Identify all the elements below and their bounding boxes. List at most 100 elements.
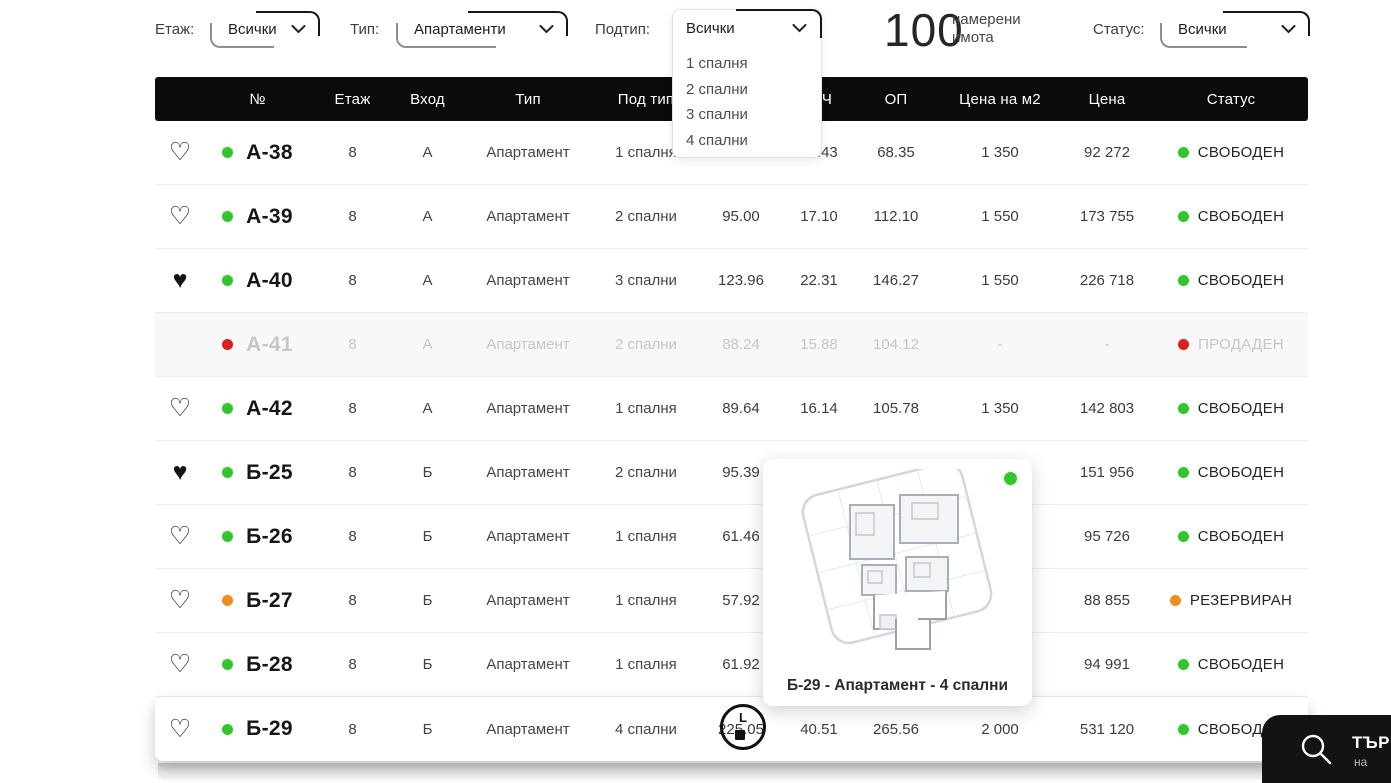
table-row[interactable]: ♥ А-40 8 А Апартамент 3 спални 123.96 22… bbox=[155, 249, 1308, 313]
floorplan-image bbox=[801, 469, 992, 650]
subtype-option[interactable]: 3 спални bbox=[686, 106, 748, 123]
status-filter-label: Статус: bbox=[1093, 21, 1145, 38]
type-filter-label: Тип: bbox=[350, 21, 380, 38]
table-row[interactable]: ♡ Б-28 8 Б Апартамент 1 спалня 61.92 94 … bbox=[155, 633, 1308, 697]
apartment-number: А-42 bbox=[246, 396, 293, 420]
status-dot bbox=[222, 403, 234, 414]
left-click-label: L bbox=[739, 710, 747, 725]
cell-floor: 8 bbox=[348, 144, 357, 161]
chevron-down-icon bbox=[1281, 25, 1296, 34]
table-body: ♡ А-38 8 А Апартамент 1 спалня 52.92 15.… bbox=[155, 121, 1308, 761]
apartment-number: Б-29 bbox=[246, 717, 293, 740]
cell-price-m2: 1 350 bbox=[981, 400, 1019, 417]
subtype-dropdown-open: Всички 1 спалня 2 спални 3 спални 4 спални bbox=[672, 9, 822, 158]
cell-type: Апартамент bbox=[486, 336, 570, 353]
status-badge: СВОБОДЕН bbox=[1197, 528, 1285, 545]
favorite-heart-icon[interactable]: ♡ bbox=[168, 586, 192, 614]
floor-filter-select[interactable]: Всички bbox=[210, 11, 320, 48]
cell-entrance: А bbox=[422, 208, 433, 225]
favorite-heart-icon[interactable]: ♡ bbox=[168, 202, 192, 230]
status-badge: СВОБОДЕН bbox=[1197, 464, 1285, 481]
chevron-down-icon bbox=[792, 24, 807, 33]
cell-entrance: А bbox=[422, 144, 433, 161]
floor-filter-label: Етаж: bbox=[155, 21, 195, 38]
search-sublabel: на bbox=[1354, 755, 1368, 769]
apartment-number: Б-28 bbox=[246, 652, 293, 676]
cell-zp: 123.96 bbox=[718, 272, 764, 289]
cell-och: 22.31 bbox=[800, 272, 838, 289]
favorite-heart-icon[interactable]: ♡ bbox=[168, 394, 192, 422]
status-badge: СВОБОДЕН bbox=[1197, 144, 1285, 161]
cell-type: Апартамент bbox=[486, 400, 570, 417]
header-price-m2: Цена на м2 bbox=[959, 90, 1041, 108]
subtype-option[interactable]: 4 спални bbox=[686, 131, 748, 149]
floor-filter-value: Всички bbox=[228, 21, 277, 38]
cell-entrance: Б bbox=[422, 464, 433, 481]
cell-och: 40.51 bbox=[800, 720, 838, 738]
status-badge: СВОБОДЕН bbox=[1197, 656, 1285, 673]
favorite-heart-icon[interactable]: ♡ bbox=[168, 522, 192, 550]
cell-floor: 8 bbox=[348, 336, 357, 353]
chevron-down-icon bbox=[539, 25, 554, 34]
type-filter-select[interactable]: Апартаменти bbox=[396, 11, 568, 48]
header-subtype: Под тип bbox=[617, 90, 675, 108]
status-dot bbox=[222, 595, 234, 606]
table-row[interactable]: ♡ А-39 8 А Апартамент 2 спални 95.00 17.… bbox=[155, 185, 1308, 249]
favorite-heart-icon[interactable]: ♡ bbox=[168, 714, 192, 743]
table-row[interactable]: ♡ Б-27 8 Б Апартамент 1 спалня 57.92 88 … bbox=[155, 569, 1308, 633]
cell-price: 92 272 bbox=[1084, 144, 1130, 161]
header-type: Тип bbox=[515, 90, 541, 108]
status-dot bbox=[222, 275, 234, 286]
cell-price: 531 120 bbox=[1079, 720, 1135, 738]
table-row[interactable]: ♡ Б-26 8 Б Апартамент 1 спалня 61.46 95 … bbox=[155, 505, 1308, 569]
cell-type: Апартамент bbox=[486, 656, 570, 673]
status-badge: РЕЗЕРВИРАН bbox=[1189, 592, 1293, 609]
status-dot bbox=[1177, 147, 1189, 158]
cell-op: 104.12 bbox=[873, 336, 919, 353]
table-row[interactable]: ♥ Б-25 8 Б Апартамент 2 спални 95.39 151… bbox=[155, 441, 1308, 505]
subtype-filter-select[interactable]: Всички bbox=[673, 9, 822, 47]
favorite-heart-icon[interactable]: ♥ bbox=[172, 266, 188, 294]
floorplan-caption: Б-29 - Апартамент - 4 спални bbox=[786, 677, 1009, 694]
table-row[interactable]: ♡ А-42 8 А Апартамент 1 спалня 89.64 16.… bbox=[155, 377, 1308, 441]
search-box[interactable]: ТЪР на bbox=[1262, 715, 1391, 783]
floorplan-popup: Б-29 - Апартамент - 4 спални bbox=[763, 459, 1032, 706]
favorite-heart-icon[interactable]: ♥ bbox=[172, 458, 188, 486]
cell-price: 88 855 bbox=[1084, 592, 1130, 609]
subtype-option[interactable]: 1 спалня bbox=[686, 55, 748, 72]
cell-entrance: Б bbox=[422, 592, 433, 609]
apartment-number: Б-25 bbox=[246, 460, 293, 484]
status-dot bbox=[1177, 275, 1189, 286]
cell-floor: 8 bbox=[348, 464, 357, 481]
status-dot bbox=[1169, 595, 1181, 606]
subtype-filter-value: Всички bbox=[686, 20, 735, 37]
favorite-heart-icon[interactable]: ♡ bbox=[168, 138, 192, 166]
cell-floor: 8 bbox=[348, 400, 357, 417]
status-dot bbox=[222, 339, 234, 350]
cell-price-m2: 1 550 bbox=[981, 272, 1019, 289]
apartment-number: А-39 bbox=[246, 204, 293, 228]
cell-entrance: Б bbox=[422, 720, 433, 738]
favorite-heart-icon[interactable]: ♡ bbox=[168, 650, 192, 678]
apartment-number: А-38 bbox=[246, 140, 293, 164]
cell-subtype: 3 спални bbox=[615, 272, 677, 289]
results-count-label: намерени имота bbox=[952, 11, 1021, 46]
results-count: 100 bbox=[884, 4, 964, 56]
cell-type: Апартамент bbox=[486, 464, 570, 481]
status-dot bbox=[222, 659, 234, 670]
status-dot bbox=[222, 723, 234, 735]
cell-subtype: 1 спалня bbox=[615, 656, 677, 673]
cell-type: Апартамент bbox=[486, 144, 570, 161]
status-filter-select[interactable]: Всички bbox=[1160, 11, 1310, 48]
subtype-option[interactable]: 2 спални bbox=[686, 80, 748, 98]
cell-och: 15.88 bbox=[800, 336, 838, 353]
cell-entrance: А bbox=[422, 272, 433, 289]
cursor-square-icon bbox=[735, 730, 745, 740]
status-dot bbox=[1177, 531, 1189, 542]
table-row[interactable]: А-41 8 А Апартамент 2 спални 88.24 15.88… bbox=[155, 313, 1308, 377]
header-entrance: Вход bbox=[410, 90, 445, 108]
status-dot bbox=[222, 531, 234, 542]
status-badge: ПРОДАДЕН bbox=[1198, 336, 1284, 353]
cell-entrance: Б bbox=[422, 656, 433, 673]
